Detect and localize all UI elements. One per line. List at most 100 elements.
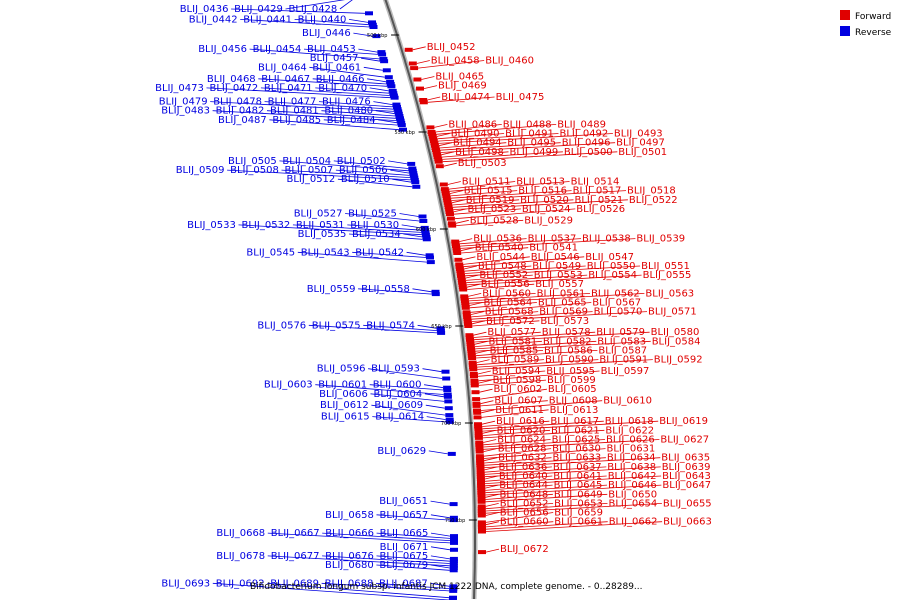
forward-gene-label: BLIJ_0518	[627, 186, 676, 197]
forward-gene-leader	[484, 475, 607, 484]
forward-gene-label: BLIJ_0503	[458, 158, 507, 169]
reverse-gene-feature	[410, 175, 419, 180]
forward-gene-label: BLIJ_0551	[641, 261, 690, 272]
forward-gene-feature	[442, 196, 451, 201]
forward-gene-label: BLIJ_0452	[427, 42, 476, 53]
forward-gene-leader	[471, 320, 486, 325]
forward-gene-feature	[444, 205, 453, 210]
legend-reverse-swatch	[840, 26, 850, 36]
reverse-gene-leader	[371, 404, 446, 416]
reverse-gene-feature	[384, 75, 393, 80]
forward-gene-label: BLIJ_0523	[468, 204, 517, 215]
forward-gene-leader	[423, 85, 438, 89]
reverse-gene-feature	[443, 388, 452, 392]
reverse-gene-feature	[441, 369, 450, 374]
forward-gene-label: BLIJ_0557	[535, 279, 584, 290]
forward-gene-feature	[469, 367, 478, 372]
forward-gene-label: BLIJ_0613	[550, 405, 599, 416]
reverse-gene-label: BLIJ_0476	[322, 97, 371, 108]
reverse-gene-leader	[403, 233, 423, 238]
reverse-gene-leader	[267, 532, 451, 544]
legend: Forward Reverse	[840, 10, 892, 38]
forward-gene-leader	[452, 199, 574, 208]
reverse-gene-label: BLIJ_0485	[272, 115, 321, 126]
forward-gene-leader	[481, 409, 495, 414]
forward-gene-label: BLIJ_0637	[553, 462, 602, 473]
forward-gene-label: BLIJ_0554	[588, 270, 637, 281]
reverse-gene-feature	[450, 534, 458, 539]
forward-gene-feature	[477, 497, 486, 502]
forward-gene-feature	[455, 264, 464, 269]
reverse-gene-label: BLIJ_0436	[180, 4, 229, 15]
forward-gene-leader	[484, 466, 607, 475]
forward-gene-leader	[476, 350, 598, 359]
forward-gene-leader	[437, 133, 505, 140]
reverse-gene-feature	[399, 127, 407, 132]
reverse-gene-leader	[292, 224, 422, 233]
forward-gene-leader	[449, 181, 570, 192]
forward-gene-feature	[468, 356, 477, 360]
forward-gene-leader	[476, 359, 545, 366]
forward-gene-feature	[476, 461, 485, 465]
forward-gene-label: BLIJ_0529	[524, 215, 573, 226]
forward-gene-leader	[466, 283, 480, 288]
forward-gene-leader	[483, 448, 497, 452]
forward-gene-feature	[477, 520, 486, 525]
reverse-gene-feature	[418, 214, 427, 219]
forward-gene-label: BLIJ_0573	[540, 316, 589, 327]
reverse-gene-label: BLIJ_0542	[355, 247, 404, 258]
reverse-gene-leader	[348, 233, 423, 240]
forward-gene-leader	[436, 124, 557, 135]
reverse-gene-label: BLIJ_0442	[189, 14, 238, 25]
reverse-gene-label: BLIJ_0574	[366, 320, 415, 331]
reverse-gene-leader	[267, 582, 450, 599]
reverse-gene-leader	[285, 0, 346, 10]
reverse-gene-feature	[445, 419, 454, 424]
forward-gene-feature	[467, 351, 476, 356]
forward-gene-feature	[445, 207, 454, 212]
scale-tick-label: 700 kbp	[441, 421, 461, 427]
reverse-gene-feature	[378, 52, 387, 57]
forward-gene-label: BLIJ_0469	[438, 81, 487, 92]
scale-tick-label: 500 kbp	[367, 33, 387, 39]
reverse-gene-leader	[406, 251, 426, 256]
forward-gene-feature	[453, 251, 462, 255]
reverse-gene-feature	[382, 68, 391, 73]
forward-gene-leader	[412, 46, 426, 51]
reverse-gene-feature	[449, 566, 458, 570]
forward-gene-leader	[484, 466, 661, 478]
forward-gene-feature	[466, 344, 475, 349]
reverse-gene-label: BLIJ_0559	[307, 284, 356, 295]
reverse-gene-leader	[303, 48, 379, 55]
reverse-gene-label: BLIJ_0446	[302, 28, 351, 39]
reverse-gene-leader	[417, 324, 437, 329]
forward-gene-feature	[477, 486, 486, 491]
reverse-gene-label: BLIJ_0502	[337, 156, 386, 167]
reverse-gene-leader	[279, 160, 409, 172]
forward-gene-leader	[485, 521, 608, 530]
reverse-gene-feature	[443, 385, 452, 390]
forward-gene-feature	[474, 424, 483, 429]
forward-gene-leader	[451, 199, 465, 204]
reverse-gene-feature	[387, 84, 396, 89]
reverse-gene-leader	[430, 500, 450, 505]
reverse-gene-label: BLIJ_0533	[187, 220, 236, 231]
reverse-gene-leader	[206, 87, 391, 99]
reverse-gene-leader	[376, 555, 450, 562]
forward-gene-leader	[478, 379, 547, 386]
reverse-gene-leader	[412, 288, 432, 293]
reverse-gene-label: BLIJ_0512	[287, 174, 336, 185]
reverse-gene-feature	[425, 253, 434, 258]
reverse-gene-feature	[449, 568, 458, 573]
forward-gene-leader	[483, 448, 552, 457]
forward-gene-feature	[470, 381, 479, 386]
reverse-gene-feature	[394, 111, 403, 116]
forward-gene-label: BLIJ_0572	[486, 316, 535, 327]
forward-gene-leader	[440, 142, 616, 153]
reverse-gene-feature	[421, 230, 430, 235]
forward-gene-leader	[485, 484, 499, 489]
forward-gene-leader	[460, 247, 474, 252]
forward-gene-feature	[466, 340, 475, 344]
reverse-gene-leader	[378, 119, 398, 124]
forward-gene-feature	[457, 273, 465, 278]
